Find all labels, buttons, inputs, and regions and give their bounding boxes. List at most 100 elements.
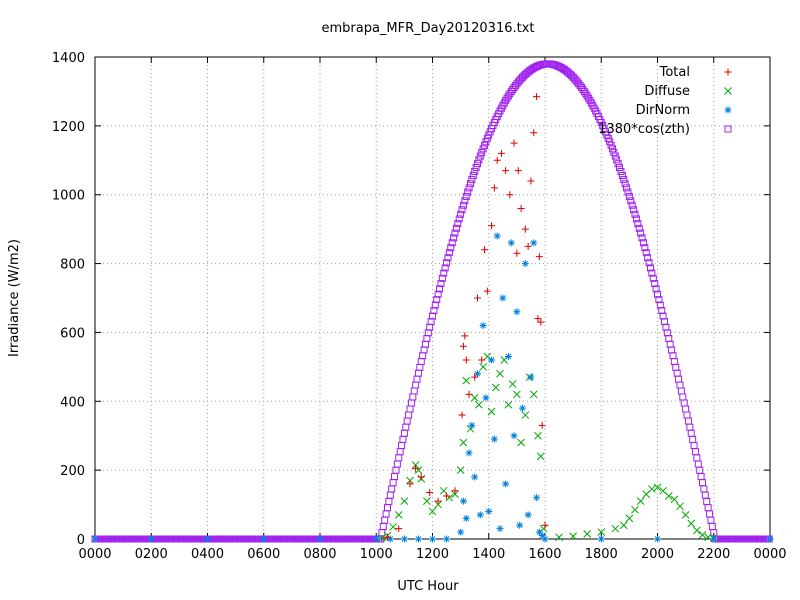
data-point: [648, 485, 656, 493]
data-point: [627, 197, 635, 205]
data-point: [496, 525, 504, 533]
plot-area: [91, 60, 774, 543]
data-point: [537, 318, 545, 326]
data-point: [475, 156, 483, 164]
data-point: [611, 152, 619, 160]
legend-label: DirNorm: [636, 103, 690, 118]
data-point: [482, 394, 490, 402]
data-point: [478, 148, 486, 156]
data-point: [656, 301, 664, 309]
data-point: [450, 234, 458, 242]
data-point: [456, 466, 465, 474]
data-point: [499, 294, 507, 302]
data-point: [479, 145, 487, 153]
data-point: [555, 533, 563, 542]
data-point: [468, 421, 476, 429]
y-axis-label: Irradiance (W/m2): [7, 239, 22, 357]
data-point: [527, 177, 535, 185]
data-point: [514, 167, 522, 175]
data-point: [443, 492, 451, 500]
data-point: [569, 532, 577, 541]
data-point: [462, 192, 470, 200]
data-point: [583, 529, 592, 538]
data-point: [429, 535, 436, 543]
data-point: [530, 239, 538, 247]
x-axis-label: UTC Hour: [397, 579, 459, 594]
x-tick-label: 0000: [753, 547, 786, 562]
data-point: [481, 246, 489, 254]
data-point: [433, 296, 441, 304]
data-point: [454, 220, 462, 228]
legend-marker: [724, 106, 732, 114]
data-point: [623, 184, 631, 192]
data-point: [644, 254, 652, 262]
data-point: [490, 435, 498, 443]
data-point: [468, 176, 476, 184]
data-point: [624, 188, 632, 196]
data-point: [394, 511, 403, 519]
data-point: [618, 171, 626, 179]
data-point: [431, 301, 439, 309]
data-point: [461, 332, 469, 340]
data-point: [260, 535, 268, 543]
data-point: [507, 239, 515, 247]
data-point: [631, 505, 639, 514]
data-point: [636, 497, 645, 505]
data-point: [620, 176, 628, 184]
data-point: [521, 411, 530, 419]
series-diffuse: [378, 352, 718, 543]
data-point: [471, 167, 479, 175]
data-point: [521, 260, 529, 268]
data-point: [459, 438, 468, 447]
data-point: [766, 535, 774, 543]
data-point: [465, 390, 473, 398]
data-point: [619, 521, 628, 530]
data-point: [447, 244, 455, 252]
data-point: [474, 370, 481, 378]
data-point: [483, 287, 491, 295]
data-point: [487, 407, 496, 416]
y-tick-label: 400: [60, 395, 85, 410]
data-point: [386, 535, 394, 543]
data-point: [478, 356, 486, 364]
data-point: [651, 280, 659, 288]
data-point: [464, 188, 472, 196]
data-point: [502, 480, 510, 488]
data-point: [476, 511, 484, 519]
data-point: [607, 141, 615, 149]
grid: [95, 57, 770, 539]
data-point: [648, 269, 656, 277]
x-tick-label: 1400: [472, 547, 505, 562]
x-tick-label: 0600: [247, 547, 280, 562]
data-point: [635, 224, 643, 232]
data-point: [646, 264, 654, 272]
data-point: [395, 525, 403, 533]
data-point: [451, 229, 459, 237]
data-point: [517, 204, 525, 212]
y-tick-label: 600: [60, 326, 85, 341]
data-point: [389, 523, 397, 531]
x-tick-label: 2000: [641, 547, 674, 562]
data-point: [472, 164, 480, 172]
data-point: [451, 487, 459, 495]
data-point: [459, 342, 467, 350]
chart-title: embrapa_MFR_Day20120316.txt: [321, 21, 534, 36]
data-point: [628, 201, 636, 209]
data-point: [414, 535, 422, 543]
data-point: [457, 528, 465, 536]
data-point: [204, 535, 211, 543]
data-point: [513, 308, 521, 316]
legend-label: 1380*cos(zth): [598, 122, 690, 137]
data-point: [475, 400, 483, 409]
data-point: [654, 535, 661, 543]
data-point: [378, 534, 386, 542]
data-point: [664, 492, 673, 500]
data-point: [465, 184, 473, 192]
data-point: [426, 489, 434, 497]
series-dirnorm: [91, 232, 774, 543]
data-point: [493, 156, 501, 164]
data-point: [610, 148, 618, 156]
data-point: [491, 383, 500, 392]
data-point: [535, 253, 543, 261]
